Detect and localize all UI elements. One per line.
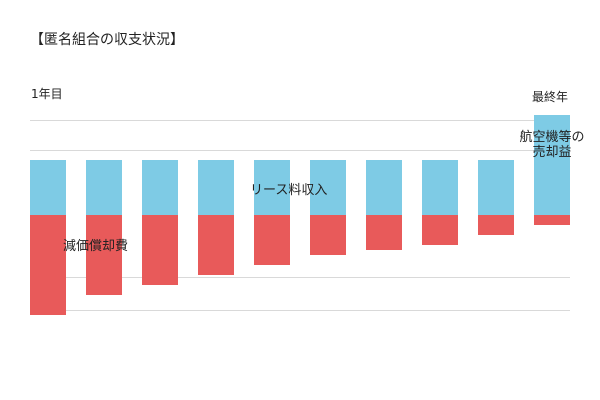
bar-series2-7 <box>366 215 402 250</box>
bar-series2-2 <box>86 215 122 295</box>
chart-title: 【匿名組合の収支状況】 <box>30 32 184 48</box>
depreciation-annotation: 減価償却費 <box>63 239 129 254</box>
bar-series2-8 <box>422 215 458 245</box>
last-year-label: 最終年 <box>532 90 569 104</box>
bar-series1-10 <box>534 160 570 215</box>
bar-series2-1 <box>30 215 66 315</box>
bar-series1-9 <box>478 160 514 215</box>
bar-series2-4 <box>198 215 234 275</box>
bar-series2-6 <box>310 215 346 255</box>
bar-series3-10 <box>534 115 570 160</box>
bar-series1-8 <box>422 160 458 215</box>
bars <box>30 115 570 315</box>
bar-series1-2 <box>86 160 122 215</box>
bar-series2-3 <box>142 215 178 285</box>
bar-series1-5 <box>254 160 290 215</box>
bar-series2-5 <box>254 215 290 265</box>
bar-series1-1 <box>30 160 66 215</box>
first-year-label: 1年目 <box>31 87 63 101</box>
gridlines <box>30 120 570 311</box>
bar-series1-4 <box>198 160 234 215</box>
bar-series2-9 <box>478 215 514 235</box>
sale-gain-annotation-line1: 航空機等の <box>519 130 585 145</box>
bar-series2-10 <box>534 215 570 225</box>
lease-income-annotation: リース料収入 <box>250 183 328 198</box>
sale-gain-annotation-line2: 売却益 <box>532 145 572 160</box>
bar-series1-7 <box>366 160 402 215</box>
bar-series1-6 <box>310 160 346 215</box>
bar-series1-3 <box>142 160 178 215</box>
